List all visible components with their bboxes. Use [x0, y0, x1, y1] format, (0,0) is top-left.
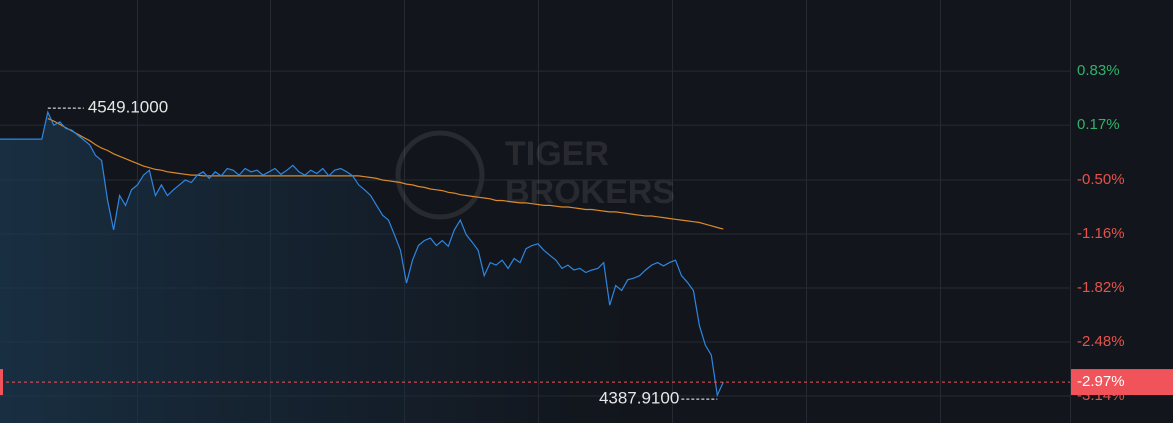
watermark-text: BROKERS: [505, 173, 675, 211]
price-line: [0, 110, 724, 398]
watermark-logo: [395, 130, 485, 220]
average-line: [47, 118, 724, 230]
watermark: TIGER BROKERS: [395, 130, 675, 220]
y-tick-label: 0.83%: [1077, 62, 1120, 79]
y-tick-label: -1.82%: [1077, 279, 1125, 296]
y-tick-label: -0.50%: [1077, 171, 1125, 188]
price-area: [0, 112, 724, 423]
current-label: -2.97%: [1077, 373, 1125, 390]
high-label: 4549.1000: [88, 98, 168, 117]
y-tick-label: -1.16%: [1077, 225, 1125, 242]
y-tick-label: -2.48%: [1077, 333, 1125, 350]
y-tick-label: 0.17%: [1077, 116, 1120, 133]
low-label: 4387.9100: [599, 389, 679, 408]
current-box: [1071, 369, 1173, 396]
current-box-left: [0, 369, 3, 396]
vertical-grid: [137, 0, 1071, 423]
watermark-text: TIGER: [505, 135, 609, 173]
